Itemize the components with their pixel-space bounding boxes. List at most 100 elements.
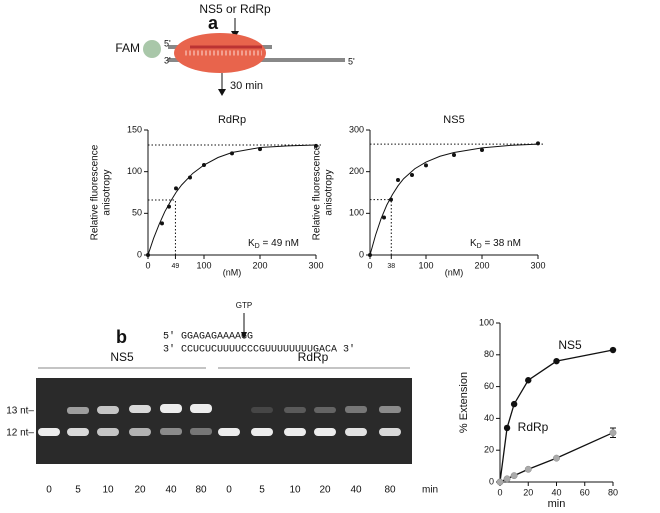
y-axis-label: Relative fluorescence bbox=[90, 144, 101, 240]
x-tick-label: 0 bbox=[145, 260, 150, 270]
point bbox=[396, 178, 400, 182]
point bbox=[553, 357, 560, 365]
panel-letter: a bbox=[208, 13, 219, 33]
annotation-text: = 49 nM bbox=[260, 238, 299, 249]
fam-label: FAM bbox=[115, 41, 140, 55]
band bbox=[97, 428, 119, 436]
x-tick-label: 38 bbox=[387, 263, 395, 270]
point bbox=[496, 478, 504, 486]
time-label: 30 min bbox=[230, 80, 263, 92]
x-tick-label: 20 bbox=[523, 487, 533, 497]
band bbox=[67, 407, 89, 414]
series-line bbox=[499, 349, 614, 483]
substrate-label: GTP bbox=[236, 301, 252, 310]
x-tick-label: 200 bbox=[474, 260, 489, 270]
x-tick-label: 80 bbox=[608, 487, 618, 497]
annotation-text: = 38 nM bbox=[482, 238, 521, 249]
band bbox=[314, 428, 336, 436]
marker-label: 13 nt– bbox=[6, 406, 34, 417]
point bbox=[524, 465, 532, 473]
y-axis-label: anisotropy bbox=[102, 169, 113, 215]
y-tick-label: 60 bbox=[484, 381, 494, 391]
point bbox=[174, 186, 178, 191]
band bbox=[160, 404, 182, 413]
fit-curve bbox=[369, 143, 539, 256]
point bbox=[525, 377, 532, 384]
band bbox=[160, 428, 182, 435]
lane-label: 40 bbox=[165, 485, 177, 496]
band bbox=[129, 428, 151, 436]
point bbox=[510, 400, 518, 408]
point bbox=[424, 163, 428, 168]
point bbox=[536, 141, 540, 146]
band bbox=[284, 428, 306, 436]
annotation-sub: D bbox=[477, 243, 482, 250]
y-tick-label: 50 bbox=[132, 208, 142, 218]
y-tick-label: 300 bbox=[349, 124, 364, 134]
band bbox=[345, 428, 367, 436]
point bbox=[230, 151, 234, 156]
arrow-head bbox=[218, 89, 226, 96]
y-axis-label: % Extension bbox=[458, 372, 470, 433]
point bbox=[188, 175, 192, 180]
lane-label: 10 bbox=[102, 485, 114, 496]
arrow-head bbox=[241, 332, 247, 339]
sequence: 3' CCUCUCUUUUCCCGUUUUUUUUGACA 3' bbox=[163, 344, 355, 356]
end-label: 5' bbox=[164, 38, 171, 48]
x-tick-label: 0 bbox=[497, 487, 502, 497]
y-tick-label: 0 bbox=[137, 249, 142, 259]
point bbox=[314, 143, 318, 148]
lane-label: 10 bbox=[289, 485, 301, 496]
band bbox=[190, 404, 212, 413]
annotation: KD = 38 nM bbox=[470, 238, 521, 250]
annotation-sub: D bbox=[255, 243, 260, 250]
band bbox=[67, 428, 89, 436]
x-tick-label: 0 bbox=[367, 260, 372, 270]
y-tick-label: 100 bbox=[479, 317, 494, 327]
point bbox=[160, 221, 164, 226]
gel-image bbox=[36, 378, 412, 464]
band bbox=[251, 407, 273, 413]
panel-letter: b bbox=[116, 327, 127, 347]
chart-title: NS5 bbox=[443, 114, 464, 126]
x-tick-label: 49 bbox=[172, 263, 180, 270]
lane-label: 40 bbox=[350, 485, 362, 496]
point bbox=[146, 253, 150, 257]
point bbox=[258, 147, 262, 152]
series-label: RdRp bbox=[518, 420, 549, 434]
y-tick-label: 150 bbox=[127, 124, 142, 134]
band bbox=[345, 406, 367, 413]
fam-dye bbox=[143, 40, 161, 58]
band bbox=[314, 407, 336, 413]
y-tick-label: 100 bbox=[127, 166, 142, 176]
x-tick-label: 300 bbox=[308, 260, 323, 270]
band bbox=[97, 406, 119, 414]
y-tick-label: 0 bbox=[489, 476, 494, 486]
enzyme bbox=[174, 33, 266, 73]
point bbox=[503, 475, 511, 483]
lane-label: 80 bbox=[195, 485, 207, 496]
lane-label: 0 bbox=[46, 485, 52, 496]
group-label: NS5 bbox=[110, 350, 134, 364]
lane-label: 80 bbox=[384, 485, 396, 496]
band bbox=[38, 428, 60, 436]
band bbox=[190, 428, 212, 435]
x-tick-label: 40 bbox=[551, 487, 561, 497]
series-label: NS5 bbox=[558, 338, 582, 352]
enzyme-label: NS5 or RdRp bbox=[199, 2, 271, 16]
point bbox=[410, 173, 414, 177]
annotation-k: K bbox=[470, 238, 477, 249]
band bbox=[379, 406, 401, 413]
marker-label: 12 nt– bbox=[6, 428, 34, 439]
band bbox=[379, 428, 401, 436]
end-label: 5' bbox=[348, 56, 355, 66]
fit-curve bbox=[147, 144, 317, 256]
point bbox=[202, 163, 206, 167]
annotation-k: K bbox=[248, 238, 255, 249]
y-tick-label: 20 bbox=[484, 445, 494, 455]
y-axis-label: anisotropy bbox=[324, 169, 335, 215]
x-axis-label: min bbox=[548, 498, 566, 510]
lane-label: 0 bbox=[226, 485, 232, 496]
y-axis-label: Relative fluorescence bbox=[312, 144, 323, 240]
end-label: 3' bbox=[164, 55, 171, 65]
